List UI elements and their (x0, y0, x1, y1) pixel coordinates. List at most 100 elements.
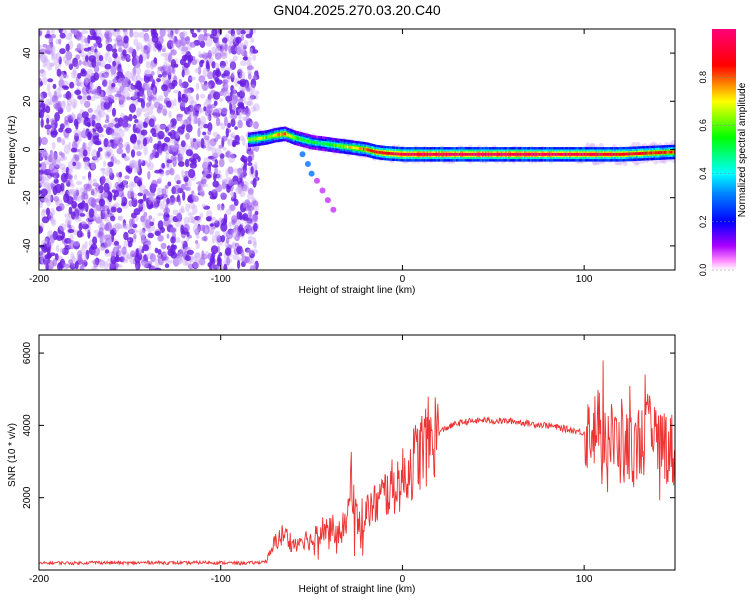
snr-line (39, 360, 675, 567)
heatmap-noise-cell (112, 246, 120, 256)
heatmap-noise-cell (128, 180, 134, 191)
heatmap-noise-cell (127, 228, 135, 235)
heatmap-noise-cell (105, 222, 113, 232)
heatmap-noise-cell (181, 46, 189, 52)
heatmap-noise-cell (39, 44, 43, 49)
heatmap-noise-cell (134, 119, 139, 124)
heatmap-noise-cell (88, 55, 97, 63)
heatmap-noise-cell (135, 80, 142, 90)
heatmap-ridge-cell (655, 151, 657, 155)
heatmap-noise-cell (230, 153, 237, 159)
heatmap-noise-cell (200, 83, 205, 90)
heatmap-noise-cell (82, 95, 87, 103)
heatmap-noise-cell (166, 233, 170, 239)
heatmap-ridge-cell (403, 152, 406, 156)
y-tick-label: -40 (22, 238, 33, 253)
heatmap-noise-cell (201, 250, 205, 257)
heatmap-noise-cell (199, 257, 206, 266)
heatmap-noise-cell (143, 188, 149, 196)
heatmap-noise-cell (170, 236, 176, 244)
heatmap-noise-cell (149, 62, 156, 69)
heatmap-noise-cell (61, 84, 68, 89)
heatmap-noise-cell (94, 116, 98, 122)
heatmap-ridge-cell (355, 146, 358, 150)
heatmap-noise-cell (58, 151, 63, 156)
heatmap-noise-cell (221, 106, 228, 115)
heatmap-noise-cell (203, 235, 208, 242)
heatmap-noise-cell (207, 71, 214, 80)
heatmap-noise-cell (234, 126, 238, 130)
heatmap-noise-cell (206, 98, 212, 103)
heatmap-ridge-cell (265, 136, 268, 139)
heatmap-ridge-cell (668, 150, 670, 154)
heatmap-noise-cell (239, 174, 243, 183)
heatmap-noise-cell (126, 46, 134, 54)
heatmap-noise-cell (157, 249, 162, 255)
heatmap-noise-cell (150, 83, 154, 91)
heatmap-noise-cell (112, 78, 120, 84)
heatmap-noise-cell (68, 175, 72, 181)
heatmap-ridge-halo (631, 141, 637, 147)
heatmap-noise-cell (231, 215, 238, 224)
heatmap-noise-cell (133, 144, 141, 151)
heatmap-ridge-halo (662, 159, 667, 165)
heatmap-noise-cell (91, 149, 98, 160)
heatmap-noise-cell (149, 193, 154, 203)
heatmap-ridge-cell (471, 152, 474, 156)
heatmap-ridge-cell (285, 133, 288, 136)
heatmap-noise-cell (92, 135, 99, 145)
heatmap-ridge-cell (307, 139, 310, 143)
heatmap-noise-cell (188, 75, 193, 83)
heatmap-noise-cell (187, 179, 192, 189)
heatmap-noise-cell (102, 234, 108, 239)
heatmap-noise-cell (171, 138, 175, 144)
heatmap-noise-cell (101, 73, 105, 78)
heatmap-noise-cell (39, 162, 47, 171)
heatmap-noise-cell (162, 108, 168, 117)
heatmap-ridge-cell (596, 152, 599, 156)
heatmap-ridge-cell (589, 152, 592, 156)
heatmap-noise-cell (80, 35, 87, 43)
heatmap-ridge-cell (444, 152, 446, 156)
heatmap-ridge-cell (514, 152, 516, 156)
heatmap-ridge-cell (271, 134, 273, 138)
heatmap-track-point (308, 170, 315, 177)
heatmap-noise-cell (70, 70, 78, 79)
heatmap-ridge-cell (413, 152, 416, 156)
heatmap-noise-cell (195, 82, 200, 91)
heatmap-noise-cell (151, 148, 157, 156)
heatmap-noise-cell (62, 100, 66, 107)
heatmap-noise-cell (247, 73, 252, 80)
heatmap-noise-cell (149, 152, 154, 160)
heatmap-noise-cell (142, 261, 149, 268)
heatmap-noise-cell (77, 203, 85, 209)
heatmap-noise-cell (192, 153, 199, 160)
heatmap-noise-cell (121, 246, 127, 255)
heatmap-noise-cell (84, 163, 90, 170)
heatmap-noise-cell (216, 267, 224, 270)
heatmap-noise-cell (72, 161, 76, 167)
heatmap-noise-cell (192, 219, 200, 225)
heatmap-noise-cell (51, 167, 59, 176)
heatmap-noise-cell (151, 31, 159, 39)
heatmap-noise-cell (135, 74, 141, 82)
heatmap-noise-cell (39, 69, 45, 74)
heatmap-noise-cell (41, 209, 46, 218)
heatmap-ridge-cell (249, 138, 252, 142)
heatmap-noise-cell (230, 112, 238, 120)
heatmap-noise-cell (206, 115, 211, 121)
heatmap-noise-cell (39, 150, 44, 160)
heatmap-noise-cell (97, 147, 103, 152)
heatmap-track-point (324, 197, 331, 204)
heatmap-ridge-cell (278, 133, 281, 137)
heatmap-noise-cell (237, 169, 244, 178)
heatmap-ridge-cell (489, 152, 492, 156)
heatmap-noise-cell (65, 103, 72, 113)
heatmap-noise-cell (225, 127, 229, 138)
heatmap-ridge-cell (468, 152, 471, 156)
heatmap-noise-cell (238, 115, 243, 120)
heatmap-noise-cell (188, 95, 194, 105)
heatmap-noise-cell (211, 61, 216, 69)
heatmap-noise-cell (49, 118, 56, 124)
heatmap-noise-cell (183, 107, 191, 115)
